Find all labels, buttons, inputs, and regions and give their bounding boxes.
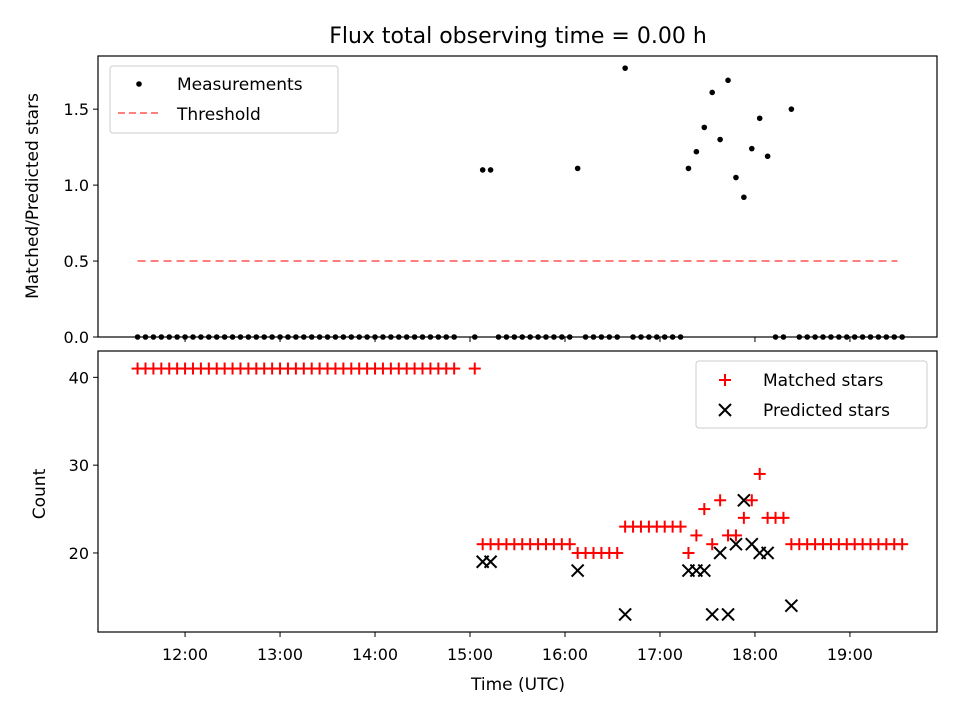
predicted-stars-point [618, 607, 632, 622]
measurements-point [709, 89, 716, 96]
measurements-point [725, 77, 731, 84]
x-tick-label: 13:00 [257, 645, 303, 664]
figure-title: Flux total observing time = 0.00 h [329, 24, 707, 49]
legend-threshold-label: Threshold [176, 105, 261, 125]
legend-predicted-stars-marker [718, 403, 732, 417]
x-tick-label: 18:00 [732, 645, 778, 664]
matched-stars-point [698, 503, 711, 516]
bottom-x-ticks: 12:00 13:00 14:00 15:00 16:00 17:00 18:00 19:00 [162, 632, 873, 664]
bottom-y-ticks: 20 30 40 [69, 368, 98, 563]
measurements-point [622, 65, 628, 71]
top-y-tick-label: 1.5 [64, 100, 89, 119]
measurements-point [574, 165, 581, 172]
predicted-stars-point [713, 546, 727, 560]
top-y-tick-label: 1.0 [64, 176, 89, 195]
matched-stars-point [753, 467, 766, 480]
measurements-point [733, 174, 739, 181]
top-legend: Measurements Threshold [109, 65, 339, 134]
measurements-point [701, 124, 708, 131]
predicted-stars-point [760, 546, 775, 560]
matched-stars-point [682, 546, 695, 559]
matched-stars-point [468, 362, 481, 375]
x-tick-label: 15:00 [447, 645, 493, 664]
predicted-stars-point [729, 537, 743, 551]
matched-stars-point [448, 362, 461, 375]
top-x-ticks [184, 337, 851, 342]
predicted-stars-point [721, 607, 735, 622]
top-axes-frame [97, 55, 938, 338]
x-tick-label: 19:00 [827, 645, 873, 664]
matched-stars-point [611, 546, 624, 559]
bottom-y-tick-label: 30 [69, 456, 89, 475]
matched-stars-point [729, 529, 742, 542]
bottom-axes-frame [97, 350, 938, 633]
matched-stars-point [737, 511, 750, 524]
predicted-stars-point [737, 493, 751, 507]
x-axis-label: Time (UTC) [470, 675, 565, 695]
legend-measurements-label: Measurements [177, 75, 303, 95]
x-tick-label: 17:00 [637, 645, 683, 664]
x-tick-label: 14:00 [352, 645, 398, 664]
bottom-panel: 20 30 40 12:00 13:00 14:00 15:00 16:00 17:00 18:… [30, 350, 938, 664]
legend-matched-stars-label: Matched stars [763, 371, 883, 391]
measurements-point [479, 167, 486, 173]
top-legend-box [109, 65, 339, 134]
legend-measurements-marker [136, 81, 142, 87]
measurements-point [487, 167, 494, 173]
top-y-tick-label: 0.5 [64, 252, 89, 271]
measurements-point [693, 148, 700, 155]
legend-matched-stars-marker [719, 374, 731, 386]
top-y-ticks: 0.0 0.5 1.0 1.5 [64, 100, 98, 347]
predicted-stars-point [483, 555, 498, 569]
x-tick-label: 16:00 [542, 645, 588, 664]
predicted-stars-point [705, 607, 719, 622]
legend-predicted-stars-label: Predicted stars [763, 401, 890, 421]
matched-stars-point [777, 511, 790, 524]
measurements-point [741, 194, 747, 201]
predicted-stars-point [570, 563, 585, 578]
bottom-y-axis-label: Count [30, 468, 50, 519]
x-tick-label: 12:00 [162, 645, 208, 664]
matched-stars-point [674, 520, 687, 533]
top-panel: 0.0 0.5 1.0 1.5 Matched/Predicted stars Mea… [23, 55, 938, 347]
matched-stars-point [690, 529, 703, 542]
bottom-y-tick-label: 40 [69, 368, 89, 387]
bottom-data-layer [131, 362, 909, 622]
measurements-point [748, 145, 755, 152]
matched-stars-point [745, 494, 758, 507]
measurements-point [685, 165, 692, 172]
matched-stars-point [706, 538, 719, 551]
measurements-point [788, 106, 795, 112]
bottom-legend: Matched stars Predicted stars [695, 360, 928, 429]
measurements-point [764, 153, 771, 160]
top-y-tick-label: 0.0 [64, 328, 89, 347]
predicted-stars-point [697, 563, 712, 578]
predicted-stars-point [784, 598, 799, 613]
bottom-y-tick-label: 20 [69, 544, 89, 563]
top-y-axis-label: Matched/Predicted stars [23, 93, 43, 299]
bottom-legend-box [695, 360, 928, 429]
matched-stars-point [896, 538, 909, 551]
measurements-point [717, 136, 723, 143]
matched-stars-point [563, 538, 576, 551]
measurements-point [756, 115, 763, 122]
matched-stars-point [714, 494, 727, 507]
